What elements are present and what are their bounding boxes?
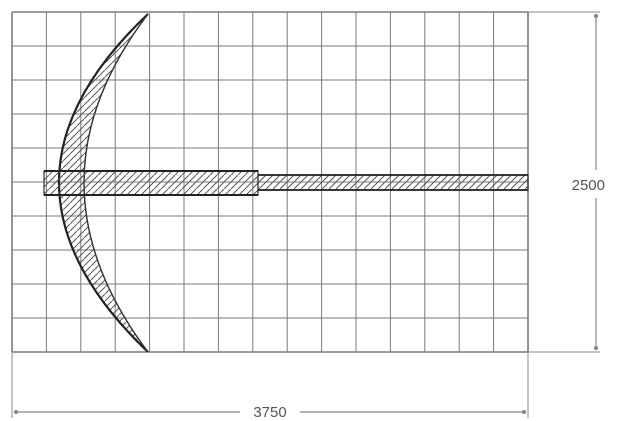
width-dimension-label: 3750 [253, 404, 286, 421]
beam-thin-section [258, 175, 528, 190]
beam-thick-section [44, 171, 258, 195]
height-dimension-label: 2500 [572, 177, 605, 194]
vertical-dimension: 2500 [528, 12, 605, 352]
horizontal-beam [44, 171, 528, 195]
horizontal-dimension: 3750 [12, 352, 528, 421]
